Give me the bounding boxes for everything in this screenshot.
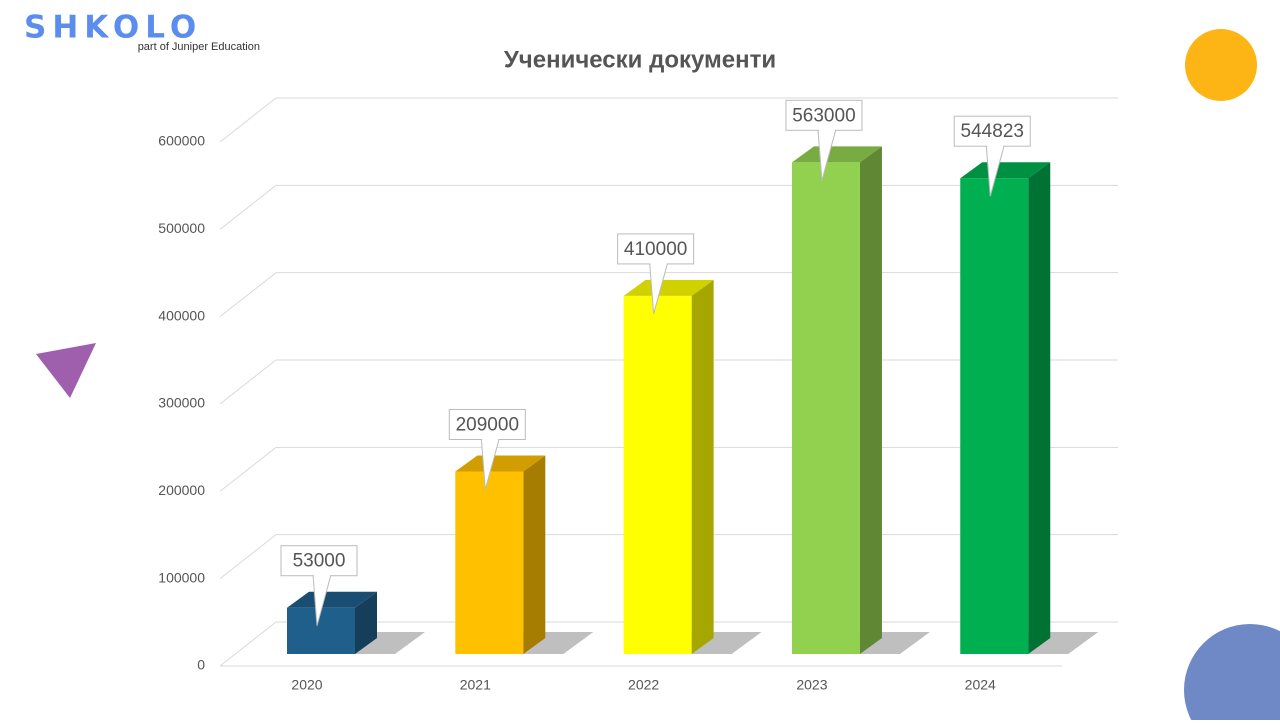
x-tick-label: 2023 bbox=[796, 677, 827, 693]
bar bbox=[455, 455, 546, 654]
bar-front bbox=[791, 162, 860, 654]
bar-front bbox=[960, 178, 1029, 654]
x-tick-label: 2020 bbox=[291, 677, 322, 693]
bar-side bbox=[1028, 162, 1051, 654]
callout-cover bbox=[650, 260, 667, 265]
bar-front bbox=[455, 471, 524, 654]
grid-line bbox=[219, 272, 277, 318]
grid-line bbox=[219, 359, 277, 405]
x-tick-label: 2022 bbox=[628, 677, 659, 693]
bar-top bbox=[287, 591, 377, 608]
bar-top bbox=[623, 279, 714, 296]
y-tick-label: 200000 bbox=[158, 482, 205, 498]
y-tick-label: 500000 bbox=[158, 220, 205, 236]
grid-line bbox=[219, 97, 277, 143]
callout-box bbox=[280, 545, 358, 577]
grid-line bbox=[219, 446, 277, 492]
value-label: 563000 bbox=[792, 105, 855, 126]
bar bbox=[623, 279, 714, 654]
plot: 0 100000 200000 300000 400000 500000 600000 202… bbox=[158, 97, 1118, 693]
value-label: 53000 bbox=[293, 551, 346, 572]
callout-cover bbox=[314, 572, 330, 577]
x-tick-label: 2021 bbox=[460, 677, 491, 693]
x-tick-label: 2024 bbox=[965, 677, 996, 693]
callout-box bbox=[448, 408, 526, 440]
bar-top bbox=[791, 146, 882, 163]
y-tick-label: 100000 bbox=[158, 569, 205, 585]
chart-title: Ученически документи bbox=[504, 46, 776, 73]
bar-side bbox=[859, 146, 882, 654]
bar-front bbox=[623, 295, 692, 654]
logo-tagline: part of Juniper Education bbox=[138, 41, 260, 53]
grid-line bbox=[219, 621, 277, 667]
callout-cover bbox=[482, 436, 499, 441]
callout-box bbox=[785, 99, 863, 131]
decor-circle bbox=[1184, 624, 1280, 725]
decor-triangle bbox=[36, 343, 96, 398]
bar-side bbox=[691, 279, 714, 654]
bar-top bbox=[455, 455, 546, 472]
y-tick-label: 400000 bbox=[158, 307, 205, 323]
value-label: 209000 bbox=[456, 414, 519, 435]
callout-cover bbox=[987, 143, 1004, 148]
grid-line bbox=[219, 184, 277, 230]
y-tick-label: 300000 bbox=[158, 395, 205, 411]
y-tick-label: 0 bbox=[197, 657, 205, 673]
bar-top bbox=[960, 162, 1051, 179]
bar-side bbox=[523, 455, 546, 654]
value-label: 544823 bbox=[961, 121, 1024, 142]
y-tick-label: 600000 bbox=[158, 133, 205, 149]
bar bbox=[287, 591, 377, 654]
decor-circle bbox=[1185, 29, 1257, 101]
logo-name: SHKOLO bbox=[24, 10, 202, 46]
callout-box bbox=[953, 115, 1031, 147]
callout-cover bbox=[818, 127, 835, 132]
grid-line bbox=[219, 534, 277, 580]
bar-front bbox=[287, 607, 355, 654]
bar bbox=[791, 146, 882, 654]
bar-side bbox=[355, 591, 377, 654]
bar bbox=[960, 162, 1051, 654]
callout-box bbox=[617, 233, 695, 265]
value-label: 410000 bbox=[624, 239, 687, 260]
